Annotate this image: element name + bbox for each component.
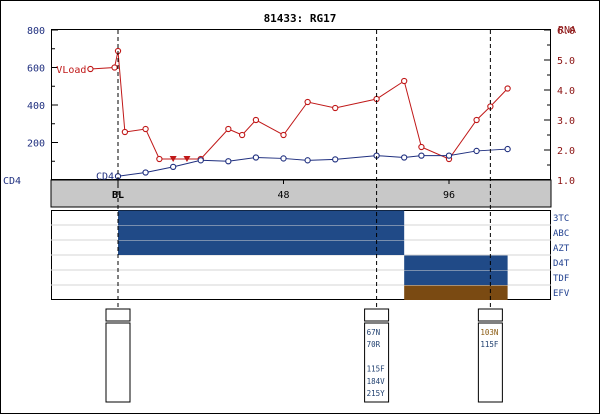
genotype-box <box>105 322 131 403</box>
series-layer: VLoad CD4 <box>56 47 511 182</box>
series-point-cd4 <box>252 154 260 161</box>
drug-label-azt: AZT <box>553 244 570 254</box>
mutation-label: 70R <box>367 340 381 349</box>
series-point-vload-bld <box>183 156 191 162</box>
left-tick-label: 600 <box>27 64 45 75</box>
mutation-label: 103N <box>480 328 498 337</box>
mutation-label: 67N <box>367 328 381 337</box>
series-label-vload: VLoad <box>56 65 86 76</box>
time-tick-label: 96 <box>443 190 455 201</box>
drug-bar-efv <box>404 285 508 300</box>
series-point-vload <box>225 125 232 133</box>
drug-bar-3tc <box>118 210 405 225</box>
genotype-header-box <box>105 308 131 322</box>
drug-label-d4t: D4T <box>553 259 570 269</box>
series-point-vload <box>121 128 129 136</box>
series-point-cd4 <box>418 152 425 159</box>
series-point-vload <box>156 155 163 163</box>
genotype-header-box <box>364 308 390 322</box>
mutation-label: 184V <box>367 377 386 386</box>
chart-title: 81433: RG17 <box>264 12 337 25</box>
series-point-cd4 <box>142 169 149 176</box>
series-point-vload <box>304 98 311 106</box>
series-point-cd4 <box>504 145 511 153</box>
series-point-cd4 <box>170 163 177 171</box>
mutation-label: 215Y <box>367 389 386 398</box>
genotype-boxes: 67N 70R 115F 184V 215Y 103N 115F <box>105 308 503 403</box>
mutation-label: 115F <box>367 365 386 374</box>
drug-label-tdf: TDF <box>553 274 569 284</box>
right-tick-label: 2.0 <box>557 146 575 157</box>
left-tick-label: 200 <box>27 139 45 150</box>
series-point-vload <box>142 125 149 133</box>
right-tick-label: 5.0 <box>557 56 575 67</box>
drug-label-3tc: 3TC <box>553 214 569 224</box>
series-point-vload <box>473 116 480 124</box>
drug-bar-d4t <box>404 255 508 270</box>
series-point-cd4 <box>473 147 480 155</box>
genotype-header-box <box>477 308 503 322</box>
time-tick-label: BL <box>112 190 124 201</box>
right-tick-label: 4.0 <box>557 86 575 97</box>
series-point-vload <box>401 77 408 85</box>
left-axis-label: CD4 <box>3 176 21 187</box>
series-point-vload <box>238 131 246 139</box>
drug-bars: 3TC ABC AZT D4T TDF EFV <box>118 210 570 300</box>
series-point-cd4 <box>304 157 311 164</box>
genotype-box <box>477 322 503 403</box>
series-point-cd4 <box>401 154 408 161</box>
series-point-cd4 <box>445 152 453 159</box>
series-point-vload <box>332 104 339 112</box>
right-tick-label: 3.0 <box>557 116 575 127</box>
series-point-vload <box>111 64 118 71</box>
time-axis-band <box>50 179 552 208</box>
series-point-vload <box>504 85 511 92</box>
left-tick-label: 400 <box>27 101 45 112</box>
drug-bar-azt <box>118 240 405 255</box>
drug-label-efv: EFV <box>553 289 570 299</box>
event-marker-lines <box>117 30 491 309</box>
right-tick-label: 6.0 <box>557 26 575 37</box>
right-axis-label: RNA <box>558 25 576 36</box>
axis-ticks: 200 400 600 800 1.0 2.0 3.0 4.0 5.0 6.0 BL 48 96 <box>27 26 575 201</box>
left-tick-label: 800 <box>27 26 45 37</box>
genotype-box <box>364 322 390 403</box>
series-line-vload <box>90 50 508 160</box>
right-tick-label: 1.0 <box>557 176 575 187</box>
drug-label-abc: ABC <box>553 229 569 239</box>
series-point-vload <box>280 131 287 139</box>
mutation-label: 115F <box>480 340 499 349</box>
series-point-cd4 <box>197 157 204 164</box>
series-label-cd4: CD4 <box>96 171 114 182</box>
series-point-vload <box>252 116 260 124</box>
drug-bar-tdf <box>404 270 508 285</box>
series-point-vload-bld <box>169 156 177 162</box>
series-point-cd4 <box>280 155 287 162</box>
time-tick-label: 48 <box>277 190 289 201</box>
series-point-vload <box>418 143 425 151</box>
series-point-vload <box>87 65 94 73</box>
drug-bar-abc <box>118 225 405 240</box>
series-point-cd4 <box>225 158 232 165</box>
series-point-cd4 <box>332 156 339 163</box>
